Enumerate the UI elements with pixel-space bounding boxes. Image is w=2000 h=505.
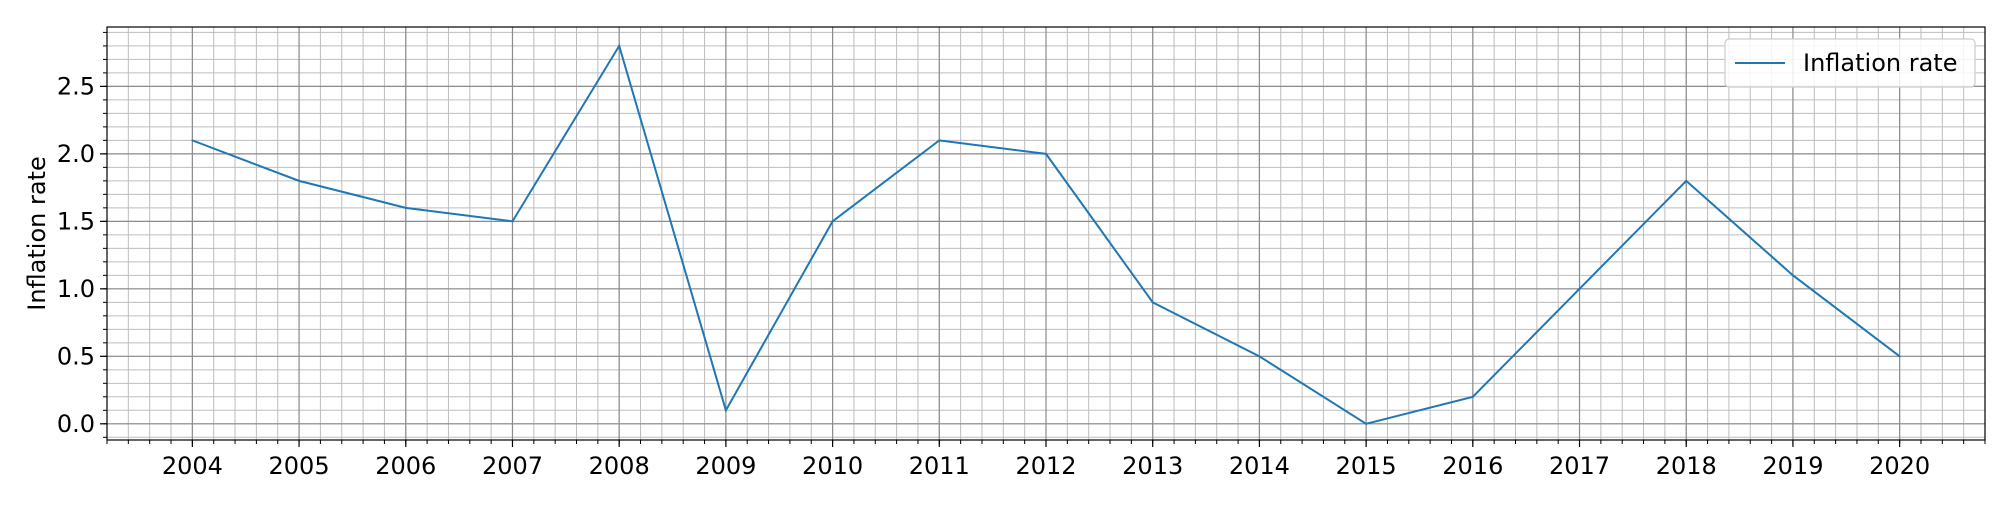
series-layer (191, 43, 1901, 425)
data-point (1365, 422, 1368, 425)
data-point (1898, 355, 1901, 358)
data-point (1791, 274, 1794, 277)
x-tick-label: 2013 (1122, 452, 1183, 480)
x-tick-label: 2015 (1336, 452, 1397, 480)
x-tick-label: 2018 (1656, 452, 1717, 480)
x-tick-label: 2008 (589, 452, 650, 480)
grid (106, 27, 1986, 440)
y-tick-label: 2.5 (57, 72, 95, 100)
data-point (298, 179, 301, 182)
data-point (1578, 287, 1581, 290)
data-point (511, 220, 514, 223)
x-tick-label: 2006 (375, 452, 436, 480)
data-point (831, 220, 834, 223)
x-tick-label: 2004 (162, 452, 223, 480)
x-tick-label: 2012 (1015, 452, 1076, 480)
data-point (191, 139, 194, 142)
y-tick-label: 1.0 (57, 275, 95, 303)
x-tick-label: 2011 (909, 452, 970, 480)
y-axis-tick-labels: 0.0 0.5 1.0 1.5 2.0 2.5 (57, 72, 95, 437)
x-tick-label: 2019 (1762, 452, 1823, 480)
x-tick-label: 2009 (695, 452, 756, 480)
y-tick-label: 0.0 (57, 410, 95, 438)
data-point (1151, 301, 1154, 304)
data-point (618, 44, 621, 47)
data-point (1685, 179, 1688, 182)
data-point (404, 206, 407, 209)
x-tick-label: 2016 (1442, 452, 1503, 480)
x-tick-label: 2014 (1229, 452, 1290, 480)
data-point (1471, 395, 1474, 398)
y-tick-label: 0.5 (57, 342, 95, 370)
data-point (1258, 355, 1261, 358)
x-tick-label: 2017 (1549, 452, 1610, 480)
axis-ticks (100, 31, 1986, 447)
x-tick-label: 2020 (1869, 452, 1930, 480)
legend: Inflation rate (1724, 38, 1976, 88)
x-tick-label: 2007 (482, 452, 543, 480)
data-point (724, 409, 727, 412)
y-tick-label: 1.5 (57, 207, 95, 235)
data-point (1045, 152, 1047, 155)
y-axis-label: Inflation rate (23, 156, 51, 310)
x-tick-label: 2005 (269, 452, 330, 480)
legend-label: Inflation rate (1803, 49, 1957, 77)
data-point (938, 139, 941, 142)
legend-box (1724, 38, 1976, 88)
x-axis-tick-labels: 2004 2005 2006 2007 2008 2009 2010 2011 2012 2013… (162, 452, 1930, 480)
x-tick-label: 2010 (802, 452, 863, 480)
y-tick-label: 2.0 (57, 140, 95, 168)
